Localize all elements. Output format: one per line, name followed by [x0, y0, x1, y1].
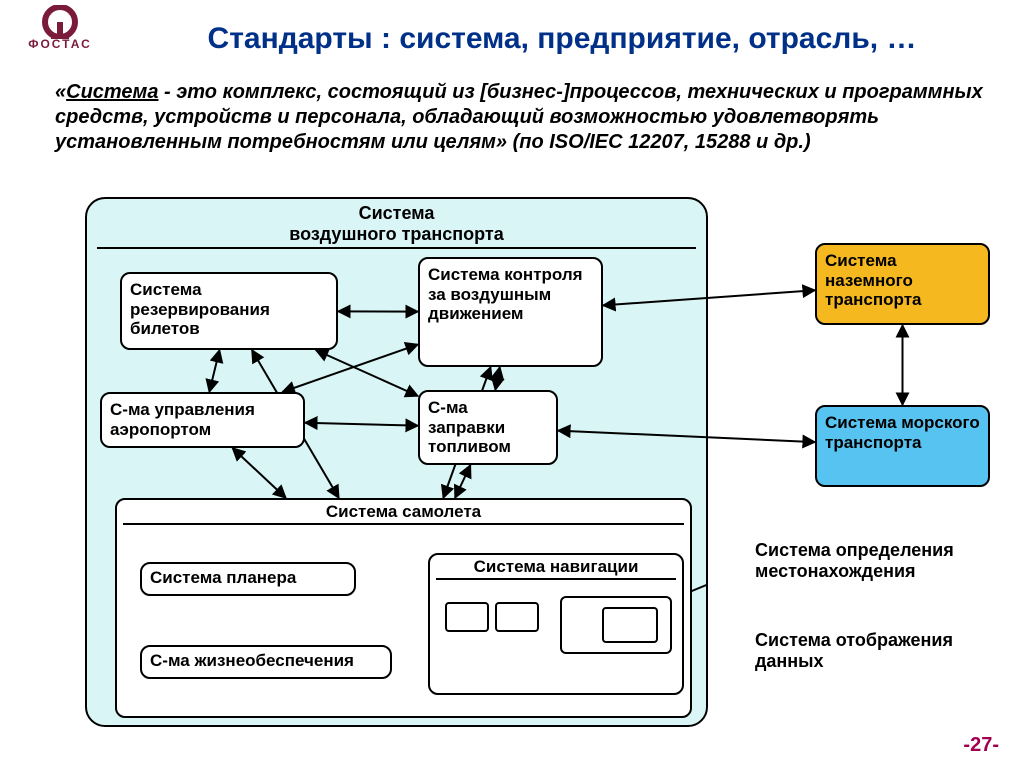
node-fuel-system: С-ма заправки топливом: [418, 390, 558, 465]
page-title: Стандарты : система, предприятие, отрасл…: [130, 22, 994, 56]
def-rest: - это комплекс, состоящий из [бизнес-]пр…: [55, 81, 983, 153]
page-number: -27-: [963, 734, 999, 757]
nav-label: Система навигации: [436, 555, 676, 580]
node-reservation-system: Система резервирования билетов: [120, 272, 338, 350]
nav-subbox-1: [445, 602, 489, 632]
definition-text: «Система - это комплекс, состоящий из [б…: [55, 80, 984, 155]
nav-subbox-2: [495, 602, 539, 632]
node-airport-management: С-ма управления аэропортом: [100, 392, 305, 448]
logo-text: ФОСТАС: [15, 37, 105, 51]
label-display-system: Система отображения данных: [755, 630, 985, 671]
air-transport-system-label: Системавоздушного транспорта: [97, 199, 696, 249]
node-air-traffic-control: Система контроля за воздушным движением: [418, 257, 603, 367]
nav-teal-box: [602, 607, 658, 643]
logo: ФОСТАС: [15, 5, 105, 55]
node-life-support: С-ма жизнеобеспечения: [140, 645, 392, 679]
def-underlined: Система: [66, 81, 158, 103]
node-sea-transport: Система морского транспорта: [815, 405, 990, 487]
def-lead: «: [55, 81, 66, 103]
node-ground-transport: Система наземного транспорта: [815, 243, 990, 325]
node-airframe-system: Система планера: [140, 562, 356, 596]
label-location-system: Система определения местонахождения: [755, 540, 985, 581]
aircraft-label: Система самолета: [123, 500, 684, 525]
